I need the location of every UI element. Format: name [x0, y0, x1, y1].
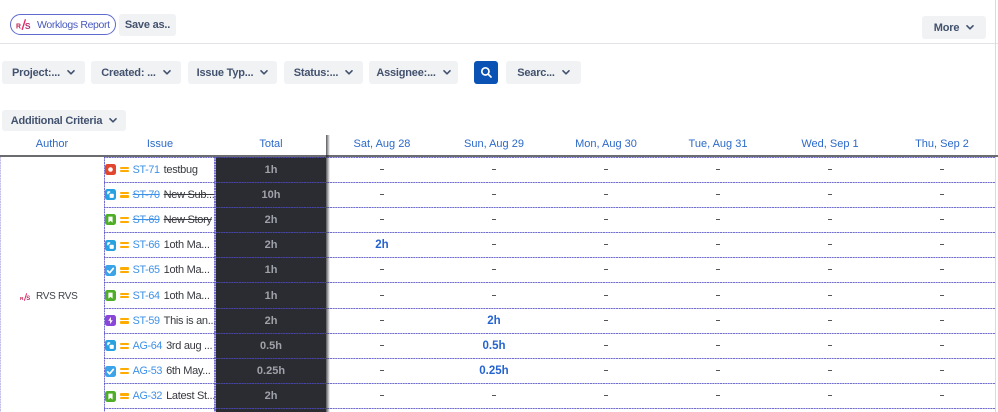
svg-text:R: R [16, 24, 21, 30]
svg-text:S: S [26, 296, 30, 301]
svg-text:S: S [25, 21, 31, 30]
svg-text:R: R [20, 296, 24, 301]
